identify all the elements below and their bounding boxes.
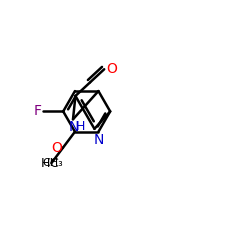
Text: H: H — [41, 156, 50, 170]
Text: N: N — [68, 120, 79, 134]
Text: N: N — [93, 133, 104, 147]
Text: O: O — [51, 141, 62, 155]
Text: H: H — [76, 120, 85, 133]
Text: O: O — [106, 62, 117, 76]
Text: CH₃: CH₃ — [42, 158, 63, 168]
Text: C: C — [50, 156, 58, 170]
Text: F: F — [33, 104, 41, 118]
